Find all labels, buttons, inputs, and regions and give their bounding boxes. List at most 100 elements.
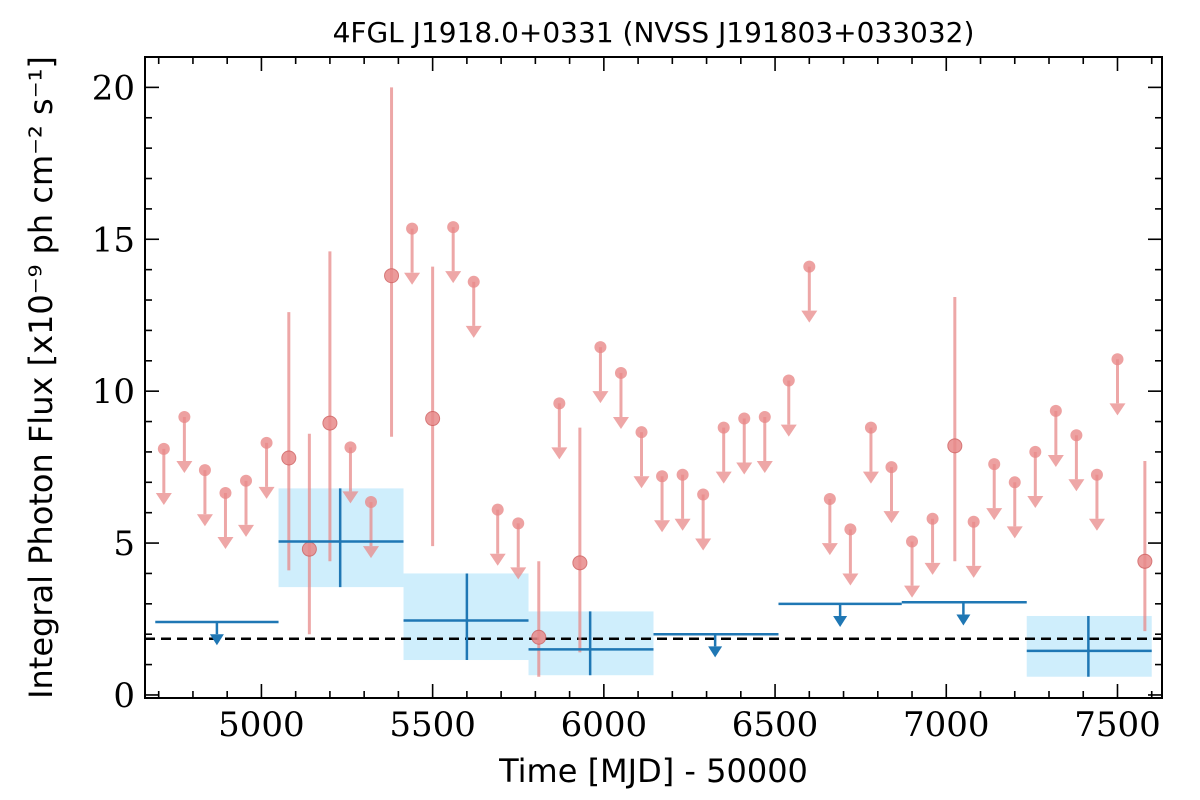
monthly-series (155, 87, 1153, 677)
monthly-point-4 (425, 411, 441, 427)
monthly-ul-arrow-19 (695, 538, 712, 551)
monthly-ul-arrow-11 (489, 553, 506, 566)
monthly-ul-arrow-26 (842, 573, 859, 586)
monthly-ul-arrow-16 (633, 476, 650, 489)
monthly-ul-arrow-12 (510, 567, 527, 580)
x-tick-label-5: 7500 (1074, 705, 1161, 745)
monthly-ul-arrow-21 (736, 462, 753, 475)
monthly-ul-point-20 (717, 421, 730, 434)
monthly-ul-point-27 (864, 421, 877, 434)
monthly-ul-point-3 (219, 486, 232, 499)
monthly-point-3 (384, 268, 400, 284)
monthly-ul-point-21 (738, 412, 751, 425)
monthly-ul-point-30 (926, 512, 939, 525)
monthly-ul-arrow-8 (404, 272, 421, 285)
monthly-ul-arrow-10 (465, 325, 482, 338)
monthly-ul-point-11 (491, 503, 504, 516)
monthly-point-8 (1137, 553, 1153, 569)
monthly-ul-arrow-33 (1006, 526, 1023, 539)
x-axis-label: Time [MJD] - 50000 (498, 752, 808, 790)
monthly-point-7 (947, 438, 963, 454)
monthly-ul-arrow-4 (238, 524, 255, 537)
monthly-ul-arrow-18 (674, 518, 691, 531)
monthly-ul-point-12 (512, 517, 525, 530)
monthly-point-6 (572, 555, 588, 571)
monthly-ul-arrow-34 (1027, 495, 1044, 508)
monthly-ul-point-22 (758, 410, 771, 423)
monthly-ul-point-0 (157, 442, 170, 455)
monthly-ul-point-1 (178, 410, 191, 423)
monthly-point-5 (531, 629, 547, 645)
monthly-ul-point-9 (447, 221, 460, 234)
monthly-ul-arrow-35 (1047, 454, 1064, 467)
monthly-ul-arrow-28 (883, 511, 900, 524)
y-tick-label-0: 0 (113, 676, 135, 716)
axis-ticks (145, 56, 1162, 698)
monthly-ul-point-31 (967, 515, 980, 528)
monthly-ul-point-36 (1070, 429, 1083, 442)
monthly-ul-point-23 (782, 374, 795, 387)
plot-frame (144, 56, 1163, 699)
monthly-ul-arrow-36 (1068, 479, 1085, 492)
x-tick-label-1: 5500 (389, 705, 476, 745)
monthly-ul-arrow-38 (1109, 403, 1126, 416)
x-tick-label-4: 7000 (903, 705, 990, 745)
monthly-ul-point-35 (1049, 404, 1062, 417)
yearly-ul-arrow-2 (833, 615, 848, 627)
monthly-ul-point-24 (803, 260, 816, 273)
x-tick-label-0: 5000 (218, 705, 305, 745)
monthly-ul-arrow-30 (924, 562, 941, 575)
monthly-ul-arrow-1 (176, 461, 193, 474)
yearly-series (155, 488, 1152, 677)
monthly-ul-point-25 (823, 493, 836, 506)
monthly-ul-point-10 (467, 275, 480, 288)
monthly-ul-arrow-24 (801, 310, 818, 323)
monthly-ul-arrow-7 (363, 546, 379, 559)
monthly-point-0 (281, 450, 297, 466)
monthly-ul-point-4 (240, 474, 253, 487)
monthly-ul-point-34 (1029, 445, 1042, 458)
monthly-ul-point-13 (553, 397, 566, 410)
monthly-ul-point-18 (676, 468, 689, 481)
monthly-ul-arrow-32 (986, 508, 1003, 521)
monthly-ul-arrow-22 (756, 461, 773, 474)
monthly-ul-point-37 (1090, 468, 1103, 481)
tick-labels: 5000 5500 6000 6500 7000 7500 0 5 10 15 20 (92, 68, 1161, 745)
monthly-ul-point-19 (697, 488, 710, 501)
monthly-ul-point-32 (988, 458, 1001, 471)
monthly-ul-arrow-0 (155, 492, 172, 505)
monthly-ul-point-33 (1008, 476, 1021, 489)
y-tick-label-1: 5 (113, 524, 135, 564)
x-tick-label-2: 6000 (561, 705, 648, 745)
monthly-ul-point-38 (1111, 353, 1124, 366)
monthly-ul-point-8 (406, 222, 419, 235)
monthly-ul-arrow-23 (780, 424, 797, 437)
yearly-ul-arrow-0 (209, 634, 224, 646)
y-tick-label-2: 10 (92, 372, 135, 412)
monthly-ul-arrow-5 (258, 486, 275, 499)
x-tick-label-3: 6500 (732, 705, 819, 745)
monthly-ul-point-28 (885, 461, 898, 474)
y-tick-label-4: 20 (92, 68, 135, 108)
monthly-point-1 (301, 541, 317, 557)
y-tick-label-3: 15 (92, 220, 135, 260)
monthly-ul-point-29 (906, 535, 919, 548)
yearly-ul-arrow-1 (708, 646, 723, 658)
monthly-ul-arrow-37 (1088, 518, 1105, 531)
monthly-ul-point-5 (260, 436, 273, 449)
monthly-ul-point-6 (344, 441, 357, 454)
monthly-ul-point-14 (594, 341, 607, 354)
monthly-ul-arrow-17 (654, 520, 671, 533)
monthly-ul-point-2 (198, 464, 211, 477)
monthly-ul-arrow-31 (965, 565, 982, 578)
monthly-ul-arrow-13 (551, 447, 568, 460)
monthly-ul-arrow-27 (862, 471, 879, 484)
monthly-ul-arrow-3 (217, 536, 234, 549)
monthly-ul-point-7 (365, 496, 377, 509)
monthly-ul-arrow-20 (715, 471, 732, 484)
monthly-ul-arrow-6 (342, 491, 359, 504)
monthly-ul-point-17 (656, 470, 669, 483)
monthly-ul-arrow-9 (445, 271, 462, 284)
monthly-ul-arrow-2 (196, 514, 213, 527)
